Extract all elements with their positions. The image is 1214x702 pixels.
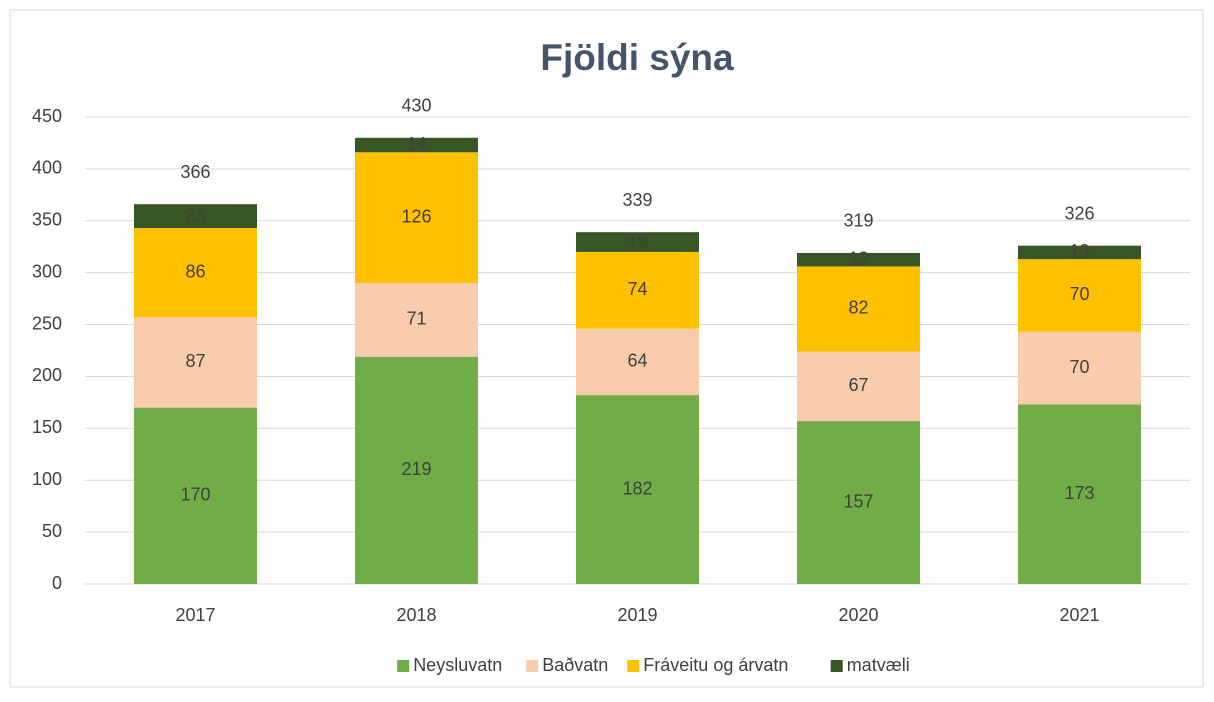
bar-segment <box>355 137 478 153</box>
data-label: 13 <box>1069 241 1089 261</box>
legend-swatch <box>627 660 640 672</box>
data-label: 182 <box>622 478 652 498</box>
data-label: 126 <box>401 206 431 226</box>
legend-swatch <box>830 660 843 672</box>
data-label: 19 <box>627 231 647 251</box>
x-tick-label: 2021 <box>1059 605 1099 625</box>
bar-segment <box>1018 259 1141 332</box>
y-tick-label: 300 <box>32 261 62 281</box>
data-label: 23 <box>185 205 205 225</box>
x-tick-label: 2019 <box>617 605 657 625</box>
bar-segment <box>134 407 257 584</box>
data-label: 67 <box>848 375 868 395</box>
data-label: 71 <box>406 309 426 329</box>
legend-swatch <box>526 660 539 672</box>
y-tick-label: 50 <box>42 521 62 541</box>
data-label: 219 <box>401 459 431 479</box>
total-label: 366 <box>180 162 210 182</box>
data-label: 14 <box>406 134 426 154</box>
bar-segment <box>797 266 920 352</box>
legend-swatch <box>397 660 410 672</box>
data-label: 87 <box>185 351 205 371</box>
legend-label: Baðvatn <box>542 655 608 675</box>
legend-label: Fráveitu og árvatn <box>643 655 788 675</box>
total-label: 326 <box>1064 203 1094 223</box>
data-label: 70 <box>1069 357 1089 377</box>
bar-segment <box>797 252 920 267</box>
data-label: 173 <box>1064 483 1094 503</box>
y-tick-label: 100 <box>32 469 62 489</box>
data-label: 74 <box>627 279 647 299</box>
y-tick-label: 200 <box>32 365 62 385</box>
legend-label: Neysluvatn <box>413 655 502 675</box>
bar-segment <box>134 228 257 318</box>
data-label: 13 <box>848 248 868 268</box>
bar-segment <box>576 251 699 329</box>
x-tick-label: 2018 <box>396 605 436 625</box>
chart-title: Fjöldi sýna <box>540 37 734 78</box>
bar-segment <box>576 395 699 584</box>
bar-segment <box>355 152 478 284</box>
data-label: 64 <box>627 351 647 371</box>
y-tick-label: 0 <box>52 573 62 593</box>
y-tick-label: 150 <box>32 417 62 437</box>
legend-label: matvæli <box>847 655 910 675</box>
y-tick-label: 250 <box>32 313 62 333</box>
data-label: 82 <box>848 298 868 318</box>
x-tick-label: 2020 <box>838 605 878 625</box>
bar-segment <box>134 317 257 408</box>
bar-segment <box>797 421 920 584</box>
data-label: 86 <box>185 261 205 281</box>
bar-segment <box>355 283 478 357</box>
bar-segment <box>134 204 257 229</box>
data-label: 170 <box>180 485 210 505</box>
data-label: 70 <box>1069 284 1089 304</box>
y-tick-label: 400 <box>32 158 62 178</box>
bar-segment <box>1018 404 1141 584</box>
bar-segment <box>1018 331 1141 405</box>
data-label: 157 <box>843 491 873 511</box>
total-label: 339 <box>622 190 652 210</box>
y-tick-label: 450 <box>32 106 62 126</box>
bar-segment <box>1018 245 1141 260</box>
bar-segment <box>576 232 699 252</box>
x-tick-label: 2017 <box>175 605 215 625</box>
y-tick-label: 350 <box>32 210 62 230</box>
total-label: 430 <box>401 96 431 116</box>
bar-segment <box>355 356 478 584</box>
bar-segment <box>797 351 920 422</box>
bar-segment <box>576 328 699 396</box>
total-label: 319 <box>843 211 873 231</box>
